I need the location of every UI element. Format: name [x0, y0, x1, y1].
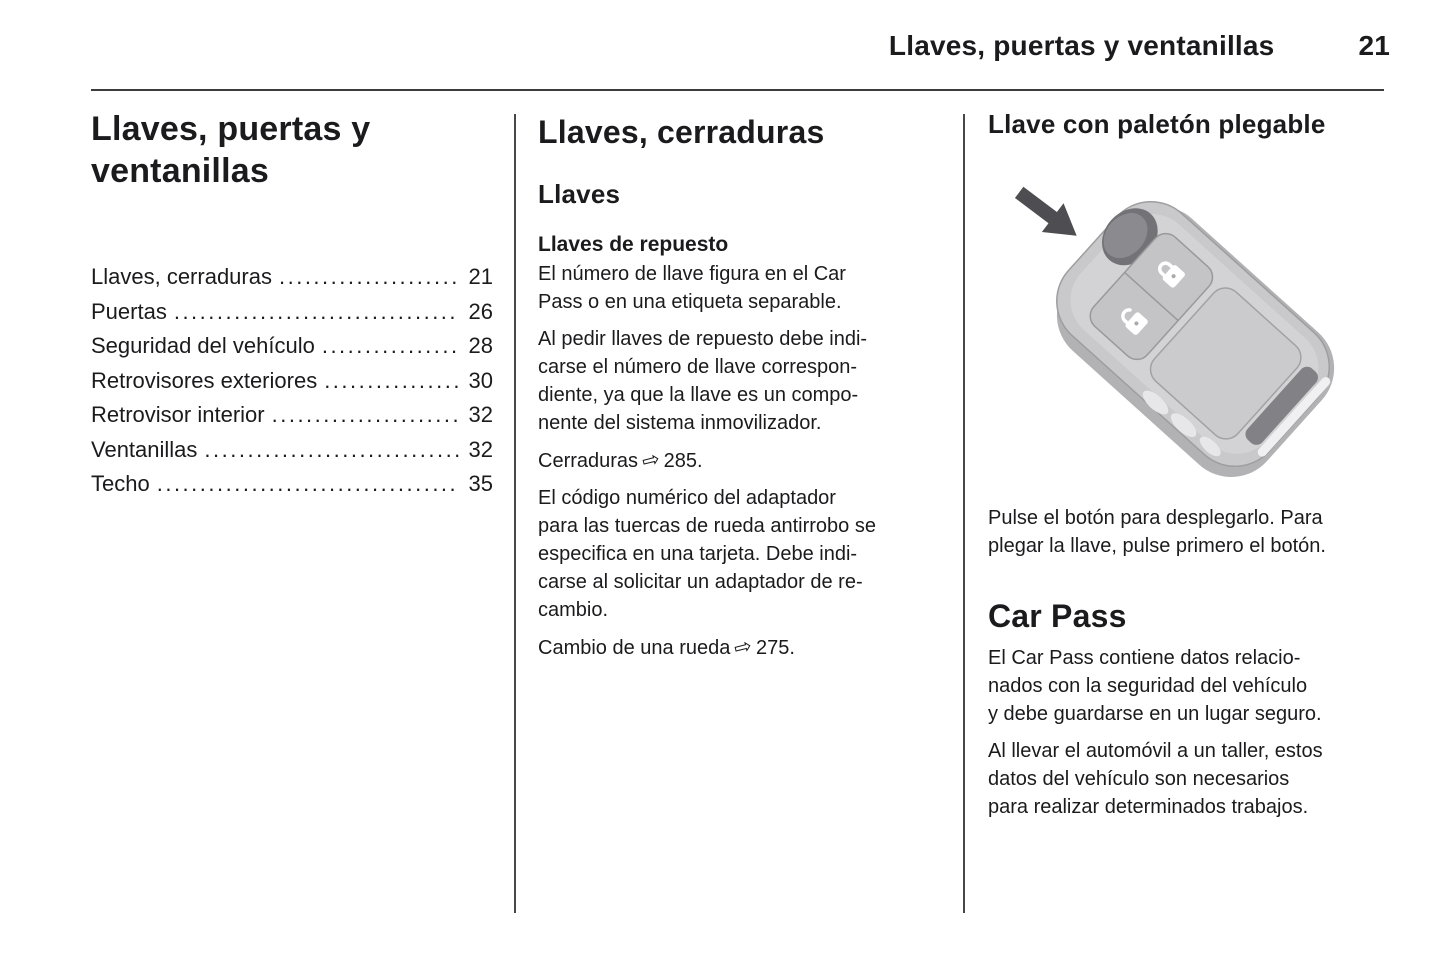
cross-reference-cambio-rueda: Cambio de una rueda⇨275. — [538, 633, 942, 662]
page-reference-arrow-icon: ⇨ — [731, 633, 755, 661]
figure-caption: Pulse el botón para desplegarlo. Para pl… — [988, 507, 1326, 557]
cross-reference-cerraduras: Cerraduras⇨285. — [538, 446, 942, 475]
unlock-icon — [1121, 308, 1148, 335]
section-title-llaves-cerraduras: Llaves, cerraduras — [538, 114, 825, 150]
lock-icon — [1158, 261, 1185, 288]
toc-leader-dots: ........................................… — [278, 264, 460, 289]
key-ring-slot — [1245, 366, 1318, 445]
column-keys-locks: Llaves, cerraduras Llaves Llaves de repu… — [538, 108, 942, 671]
toc-entry-page: 28 — [468, 333, 493, 358]
toc-entry-label: Seguridad del vehículo — [91, 333, 315, 358]
section-title-car-pass: Car Pass — [988, 598, 1127, 634]
header-rule — [91, 89, 1384, 91]
page-number: 21 — [1358, 30, 1390, 61]
pointer-arrow-icon — [1014, 186, 1077, 236]
toc-entry-label: Retrovisores exteriores — [91, 367, 318, 393]
toc-entry-page: 32 — [468, 436, 493, 462]
toc-entry-label: Llaves, cerraduras — [91, 264, 272, 289]
toc-leader-dots: ........................................… — [321, 333, 460, 358]
paragraph-car-pass-workshop: Al llevar el automóvil a un taller, esto… — [988, 740, 1323, 818]
topic-title-llaves-de-repuesto: Llaves de repuesto — [538, 233, 729, 256]
paragraph-car-pass-contents: El Car Pass contiene datos relacio- nado… — [988, 647, 1322, 725]
toc-entry-llaves-cerraduras: Llaves, cerraduras .....................… — [91, 260, 493, 295]
column-toc: Llaves, puertas y ventanillas Llaves, ce… — [91, 108, 493, 502]
toc-entry-page: 26 — [468, 298, 493, 324]
subsection-title-llave-plegable: Llave con paletón plegable — [988, 109, 1326, 139]
subsection-title-llaves: Llaves — [538, 179, 621, 209]
paragraph-key-number: El número de llave figura en el Car Pass… — [538, 263, 846, 313]
cross-reference-label: Cambio de una rueda — [538, 637, 731, 659]
toc-leader-dots: ........................................… — [324, 367, 460, 393]
toc-entry-puertas: Puertas ................................… — [91, 295, 493, 330]
toc-entry-label: Retrovisor interior — [91, 402, 265, 427]
toc-entry-seguridad: Seguridad del vehículo .................… — [91, 329, 493, 364]
toc-entry-retrovisores-exteriores: Retrovisores exteriores ................… — [91, 364, 493, 399]
column-divider-left — [514, 114, 516, 913]
toc-entry-page: 21 — [468, 264, 493, 289]
chapter-title: Llaves, puertas y ventanillas — [91, 110, 371, 190]
paragraph-spare-keys: Al pedir llaves de repuesto debe indi- c… — [538, 328, 868, 434]
toc-entry-label: Techo — [91, 471, 150, 496]
toc-leader-dots: ........................................… — [271, 402, 460, 427]
cross-reference-label: Cerraduras — [538, 450, 639, 472]
toc-leader-dots: ........................................… — [156, 471, 460, 496]
key-lower-panel — [1149, 287, 1302, 440]
running-header: Llaves, puertas y ventanillas 21 — [889, 30, 1390, 62]
column-folding-key: Llave con paletón plegable — [988, 108, 1390, 830]
toc-entry-page: 35 — [468, 471, 493, 496]
table-of-contents: Llaves, cerraduras .....................… — [91, 260, 493, 502]
toc-leader-dots: ........................................… — [173, 298, 460, 324]
toc-entry-retrovisor-interior: Retrovisor interior ....................… — [91, 398, 493, 433]
cross-reference-page: 275. — [755, 637, 795, 659]
toc-entry-label: Ventanillas — [91, 436, 198, 462]
toc-entry-page: 32 — [468, 402, 493, 427]
toc-leader-dots: ........................................… — [204, 436, 460, 462]
paragraph-wheel-nut-adapter: El código numérico del adaptador para la… — [538, 487, 876, 621]
column-divider-right — [963, 114, 965, 913]
toc-entry-label: Puertas — [91, 298, 167, 324]
folding-key-illustration — [1014, 186, 1335, 478]
toc-entry-page: 30 — [468, 367, 493, 393]
toc-entry-techo: Techo ..................................… — [91, 467, 493, 502]
page-reference-arrow-icon: ⇨ — [639, 446, 663, 474]
running-header-title: Llaves, puertas y ventanillas — [888, 30, 1275, 61]
toc-entry-ventanillas: Ventanillas ............................… — [91, 433, 493, 468]
cross-reference-page: 285. — [663, 450, 703, 472]
